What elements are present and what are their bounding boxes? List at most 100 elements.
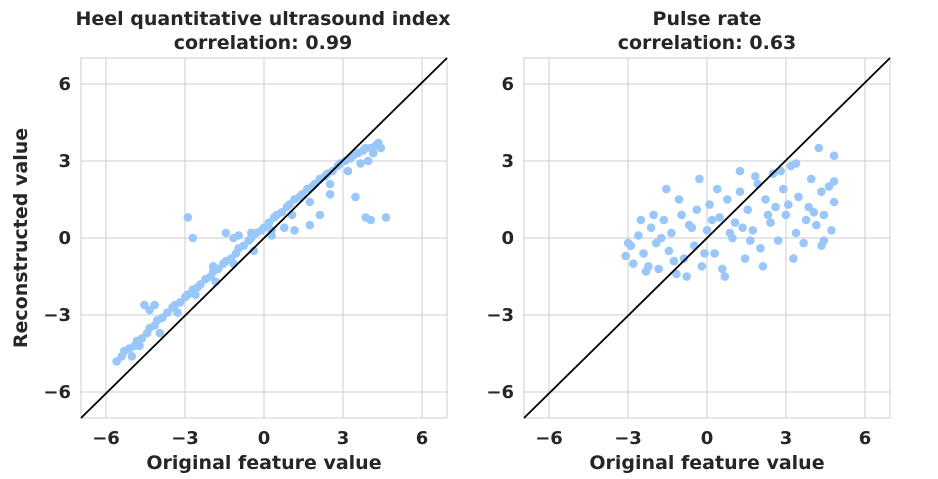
left-identity-line: [80, 57, 448, 419]
right-scatter-point-21: [710, 249, 719, 258]
right-xtick--3: −3: [614, 428, 642, 449]
right-scatter-point-84: [809, 208, 819, 217]
left-scatter-point-70: [208, 262, 218, 271]
right-scatter-point-80: [669, 256, 679, 266]
right-panel-subtitle: correlation: 0.63: [618, 32, 797, 54]
left-xtick--6: −6: [92, 428, 120, 449]
right-scatter-point-34: [766, 218, 775, 227]
left-scatter-point-81: [351, 192, 360, 202]
right-scatter-point-27: [735, 187, 745, 196]
left-scatter-point-92: [249, 246, 259, 256]
right-scatter-point-61: [674, 195, 684, 204]
right-scatter-point-55: [827, 226, 836, 235]
right-scatter-point-24: [723, 195, 732, 204]
left-panel: Heel quantitative ultrasound index corre…: [43, 8, 450, 474]
left-scatter-point-76: [280, 223, 289, 232]
right-scatter-point-79: [784, 200, 793, 209]
left-scatter-point-83: [366, 215, 376, 225]
right-scatter-point-29: [743, 205, 752, 214]
left-panel-subtitle: correlation: 0.99: [174, 32, 353, 54]
right-scatter-point-62: [712, 184, 722, 194]
right-scatter-points: [621, 143, 839, 281]
right-ytick-6: 6: [501, 74, 514, 95]
right-ytick--3: −3: [486, 305, 514, 326]
right-scatter-point-17: [692, 205, 702, 214]
right-ytick--6: −6: [486, 382, 514, 403]
left-scatter-point-77: [290, 226, 299, 235]
right-scatter-point-33: [761, 195, 770, 204]
left-scatter-point-99: [363, 156, 373, 166]
right-scatter-point-50: [829, 177, 839, 186]
right-scatter-point-9: [659, 215, 669, 225]
left-ytick-6: 6: [58, 74, 71, 95]
left-scatter-point-89: [191, 290, 200, 299]
right-scatter-point-74: [763, 210, 773, 220]
right-plot-frame: [523, 57, 891, 419]
right-grid: [524, 58, 890, 418]
right-xtick--6: −6: [535, 428, 563, 449]
right-scatter-point-77: [700, 249, 709, 258]
right-scatter-point-76: [649, 210, 658, 220]
right-scatter-point-28: [740, 254, 750, 263]
right-scatter-point-4: [639, 249, 648, 258]
left-ytick-0: 0: [58, 228, 71, 249]
right-scatter-point-64: [776, 166, 785, 176]
right-scatter-point-44: [806, 174, 816, 184]
right-scatter-point-65: [644, 262, 653, 271]
left-scatter-point-80: [325, 190, 335, 199]
right-scatter-point-82: [738, 223, 747, 232]
left-scatter-point-71: [221, 228, 231, 238]
right-scatter-point-2: [629, 259, 638, 269]
right-panel-title: Pulse rate: [653, 8, 762, 30]
right-ytick-0: 0: [501, 228, 514, 249]
right-scatter-point-46: [817, 187, 826, 196]
left-scatter-point-95: [305, 197, 315, 207]
left-scatter-point-74: [247, 228, 256, 238]
right-scatter-point-49: [829, 197, 839, 207]
right-identity-line: [523, 57, 891, 419]
right-scatter-point-57: [662, 184, 671, 194]
right-scatter-point-41: [794, 192, 803, 202]
left-plot-frame: [80, 57, 448, 419]
right-scatter-point-67: [720, 272, 730, 281]
left-ytick--3: −3: [43, 305, 71, 326]
right-scatter-point-20: [705, 200, 714, 209]
right-scatter-point-19: [702, 226, 712, 235]
right-scatter-point-72: [687, 223, 697, 232]
right-scatter-point-37: [779, 184, 788, 194]
left-scatter-point-96: [325, 179, 335, 189]
left-x-ticks: −6 −3 0 3 6: [92, 428, 428, 449]
right-scatter-point-71: [657, 233, 666, 243]
left-xtick-3: 3: [337, 428, 350, 449]
left-xtick--3: −3: [171, 428, 199, 449]
right-scatter-point-3: [634, 231, 643, 240]
right-scatter-point-59: [735, 166, 745, 176]
right-xtick-0: 0: [701, 428, 714, 449]
right-scatter-point-83: [771, 202, 780, 212]
left-scatter-point-91: [229, 259, 238, 269]
right-scatter-point-13: [677, 210, 686, 220]
right-scatter-point-32: [756, 244, 765, 253]
y-axis-label: Reconstructed value: [10, 128, 32, 348]
right-scatter-point-75: [801, 215, 811, 225]
right-y-ticks: 6 3 0 −3 −6: [486, 74, 514, 403]
right-scatter-point-52: [829, 151, 839, 160]
left-scatter-point-73: [234, 231, 243, 240]
right-scatter-point-36: [773, 236, 783, 245]
left-scatter-points: [112, 138, 391, 366]
right-scatter-point-11: [667, 228, 676, 238]
right-scatter-point-51: [814, 143, 824, 153]
left-scatter-point-78: [305, 220, 315, 230]
right-xtick-3: 3: [780, 428, 793, 449]
right-scatter-point-42: [799, 238, 808, 248]
right-scatter-point-18: [697, 262, 707, 271]
left-xtick-6: 6: [416, 428, 429, 449]
right-scatter-point-53: [791, 159, 801, 168]
left-scatter-point-94: [287, 210, 297, 220]
right-scatter-point-47: [819, 210, 829, 220]
left-scatter-point-98: [356, 159, 365, 168]
left-scatter-point-64: [369, 148, 378, 158]
right-scatter-point-81: [707, 215, 717, 225]
left-ytick--6: −6: [43, 382, 71, 403]
right-x-axis-label: Original feature value: [589, 452, 824, 474]
